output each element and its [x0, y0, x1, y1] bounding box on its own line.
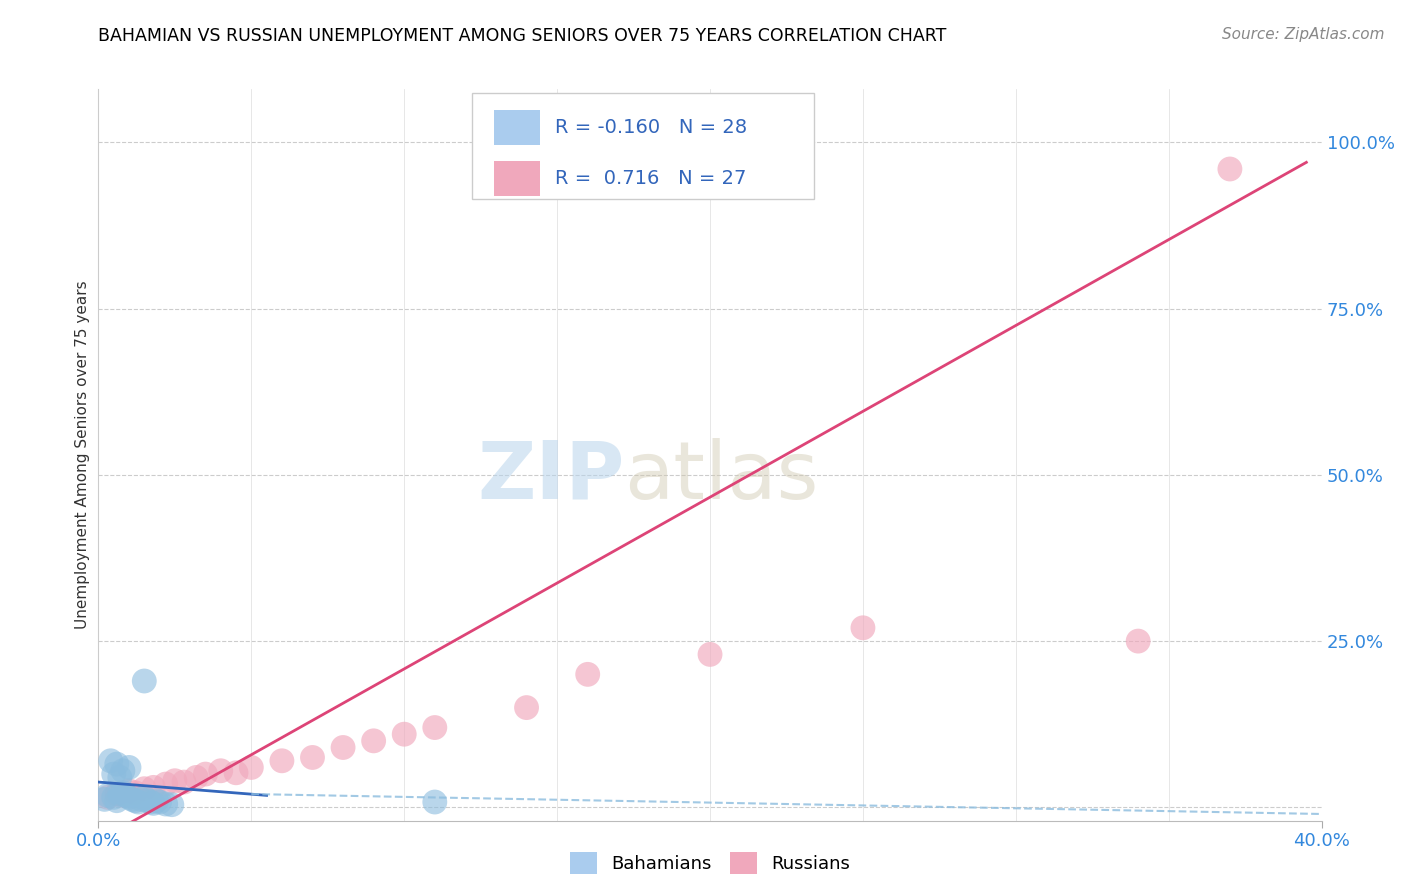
Point — [134, 781, 156, 796]
Text: Source: ZipAtlas.com: Source: ZipAtlas.com — [1222, 27, 1385, 42]
Text: R =  0.716   N = 27: R = 0.716 N = 27 — [555, 169, 747, 188]
Point — [852, 621, 875, 635]
Point — [124, 794, 146, 808]
Point — [108, 787, 131, 801]
Text: ZIP: ZIP — [477, 438, 624, 516]
Point — [145, 794, 167, 808]
FancyBboxPatch shape — [471, 93, 814, 199]
Point — [105, 794, 128, 808]
Point — [111, 786, 134, 800]
Point — [423, 721, 446, 735]
Point — [423, 795, 446, 809]
Point — [100, 754, 122, 768]
Point — [108, 771, 131, 785]
Point — [115, 789, 138, 803]
Y-axis label: Unemployment Among Seniors over 75 years: Unemployment Among Seniors over 75 years — [75, 281, 90, 629]
Point — [225, 765, 247, 780]
Point — [103, 790, 125, 805]
Point — [301, 750, 323, 764]
Point — [134, 673, 156, 688]
Point — [97, 790, 120, 805]
Point — [105, 757, 128, 772]
Point — [93, 792, 115, 806]
Point — [163, 773, 186, 788]
Point — [160, 797, 183, 812]
Text: R = -0.160   N = 28: R = -0.160 N = 28 — [555, 118, 747, 136]
Point — [127, 795, 149, 809]
Point — [194, 767, 217, 781]
Point — [155, 777, 177, 791]
Point — [129, 792, 152, 806]
Point — [1219, 161, 1241, 176]
Point — [136, 794, 159, 808]
Point — [111, 764, 134, 778]
Text: BAHAMIAN VS RUSSIAN UNEMPLOYMENT AMONG SENIORS OVER 75 YEARS CORRELATION CHART: BAHAMIAN VS RUSSIAN UNEMPLOYMENT AMONG S… — [98, 27, 946, 45]
Point — [111, 789, 134, 803]
Point — [516, 700, 538, 714]
Point — [240, 760, 263, 774]
Point — [139, 795, 162, 809]
Point — [142, 780, 165, 795]
Text: atlas: atlas — [624, 438, 818, 516]
Point — [105, 787, 128, 801]
Point — [1128, 634, 1150, 648]
Point — [142, 797, 165, 811]
Point — [149, 795, 172, 809]
Point — [173, 775, 195, 789]
Point — [363, 734, 385, 748]
Point — [270, 754, 292, 768]
Point — [118, 783, 141, 797]
Point — [332, 740, 354, 755]
Point — [97, 789, 120, 803]
Point — [118, 790, 141, 805]
Point — [134, 790, 156, 805]
Bar — [494, 161, 540, 196]
Point — [186, 771, 208, 785]
Point — [121, 792, 143, 806]
Bar — [494, 110, 540, 145]
Point — [103, 767, 125, 781]
Legend: Bahamians, Russians: Bahamians, Russians — [562, 845, 858, 881]
Point — [124, 786, 146, 800]
Point — [155, 797, 177, 811]
Point — [209, 764, 232, 778]
Point — [576, 667, 599, 681]
Point — [118, 760, 141, 774]
Point — [392, 727, 416, 741]
Point — [699, 648, 721, 662]
